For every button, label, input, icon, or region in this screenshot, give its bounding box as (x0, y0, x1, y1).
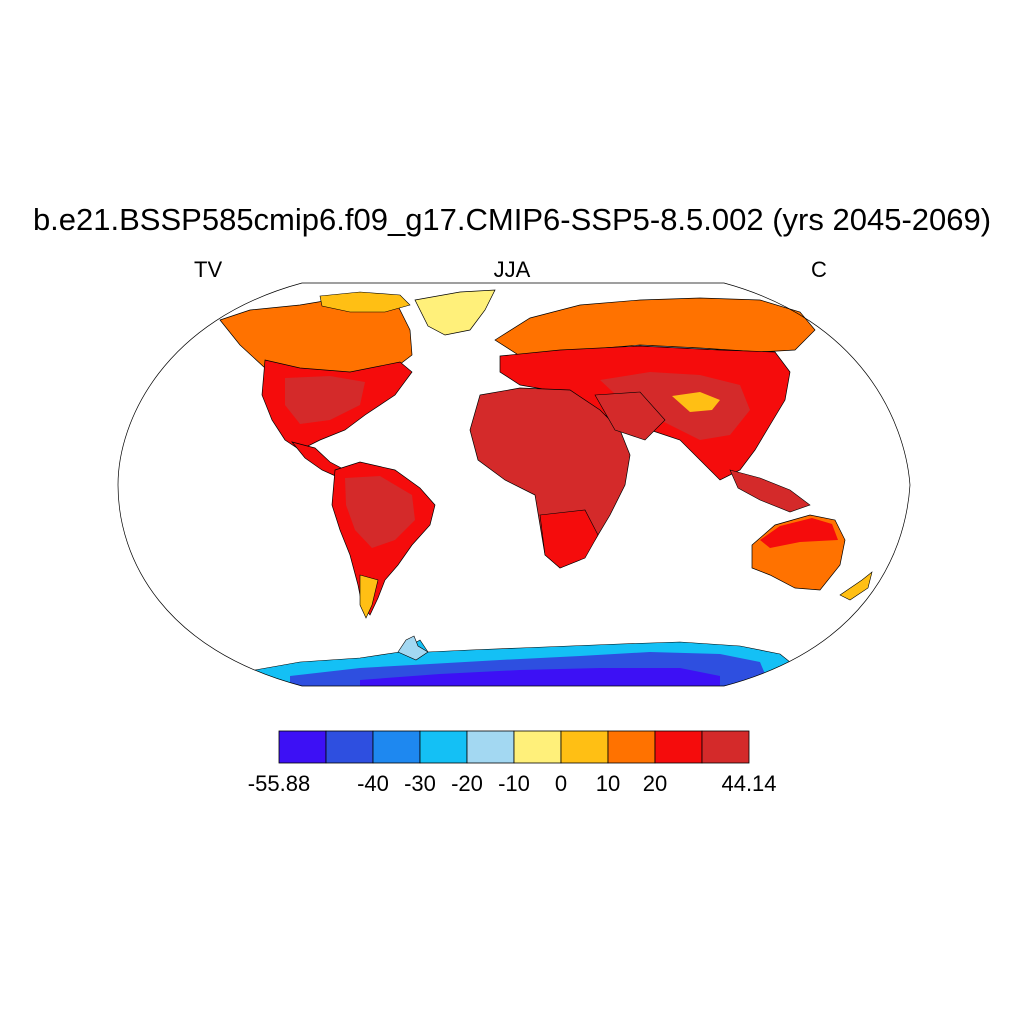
tibet-plateau (672, 392, 720, 412)
plot-title: b.e21.BSSP585cmip6.f09_g17.CMIP6-SSP5-8.… (32, 202, 992, 237)
greenland-land (414, 289, 496, 336)
africa-south (539, 509, 599, 569)
colorbar-tick-label: -40 (357, 771, 389, 796)
australia-north (760, 518, 838, 548)
colorbar-tick-label: -30 (404, 771, 436, 796)
colorbar-swatch (607, 730, 656, 764)
colorbar-labels: -55.88 -40 -30 -20 -10 0 10 20 44.14 (0, 770, 1024, 800)
colorbar-swatch (560, 730, 609, 764)
middle-east (594, 391, 666, 441)
left-subtitle: TV (194, 257, 223, 282)
colorbar-tick-label: 44.14 (721, 771, 777, 796)
southeast-asia (729, 469, 811, 513)
colorbar-swatch (654, 730, 703, 764)
colorbar-tick-label: 0 (554, 771, 568, 796)
colorbar-swatch (278, 730, 327, 764)
colorbar-swatch (325, 730, 374, 764)
asia-interior (600, 372, 750, 440)
new-zealand (839, 571, 873, 601)
map-border (117, 282, 911, 687)
colorbar-swatch (466, 730, 515, 764)
canada-arctic (319, 291, 411, 313)
colorbar-swatch (513, 730, 562, 764)
colorbar (278, 730, 750, 764)
center-subtitle: JJA (493, 257, 531, 282)
south-america-south (359, 574, 379, 619)
south-america-interior (345, 476, 415, 548)
colorbar-swatch (419, 730, 468, 764)
colorbar-tick-label: -10 (498, 771, 530, 796)
colorbar-tick-label: -55.88 (247, 771, 311, 796)
antarctic-peninsula (397, 635, 429, 661)
north-america-interior (285, 376, 365, 424)
colorbar-tick-label: 10 (595, 771, 621, 796)
colorbar-tick-label: 20 (642, 771, 668, 796)
map-fill-layer (249, 635, 801, 686)
colorbar-swatch (701, 730, 750, 764)
right-subtitle: C (811, 257, 827, 282)
colorbar-swatch (372, 730, 421, 764)
antarctica-core (360, 668, 720, 686)
colorbar-tick-label: -20 (451, 771, 483, 796)
